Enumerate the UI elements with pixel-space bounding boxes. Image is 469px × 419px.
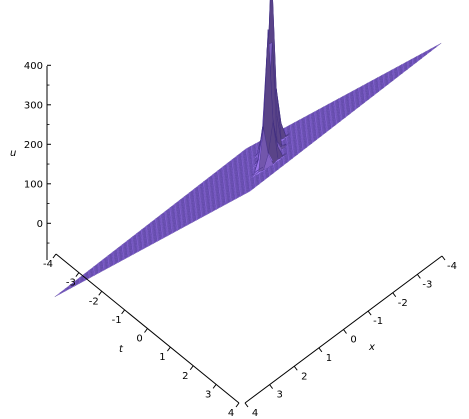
t-tick-mark (212, 384, 217, 389)
x-tick-label: -1 (373, 316, 383, 327)
t-tick-mark (52, 253, 57, 259)
t-tick-label: 4 (228, 408, 234, 419)
x-tick-label: 2 (301, 371, 307, 382)
u-tick-label: 400 (24, 61, 43, 72)
t-tick-label: 2 (182, 371, 188, 382)
surface-cell (54, 290, 65, 297)
t-tick-label: -4 (43, 259, 53, 270)
t-tick-mark (166, 346, 171, 352)
t-tick-mark (121, 309, 126, 315)
x-tick-label: 4 (252, 408, 258, 419)
t-tick-mark (144, 328, 148, 333)
t-tick-label: 0 (136, 334, 142, 345)
x-tick-mark (392, 292, 397, 298)
t-tick-mark (75, 272, 80, 277)
t-tick-mark (235, 402, 240, 408)
u-tick-label: 200 (24, 140, 43, 151)
t-tick-label: 3 (205, 389, 211, 400)
x-tick-mark (318, 347, 323, 353)
x-tick-mark (244, 402, 249, 408)
t-tick-label: -1 (112, 315, 122, 326)
x-tick-mark (367, 310, 372, 316)
x-axis-label: x (368, 342, 375, 353)
u-tick-label: 100 (24, 179, 43, 190)
t-tick-mark (98, 290, 103, 296)
x-tick-label: 3 (276, 390, 282, 401)
x-tick-label: -3 (422, 279, 432, 290)
u-tick-label: 0 (37, 219, 43, 230)
t-axis-label: t (119, 344, 124, 355)
axes: 0 100 200 300 400 u -4 -3 -2 -1 0 1 2 3 4 t -4 -3 -2 -1 0 1 2 3… (10, 61, 457, 419)
t-tick-label: -3 (66, 278, 76, 289)
t-tick-label: -2 (89, 296, 99, 307)
x-tick-label: 0 (350, 335, 356, 346)
t-tick-label: 1 (159, 352, 165, 363)
x-tick-mark (441, 255, 446, 261)
x-tick-mark (269, 384, 274, 389)
x-tick-label: -4 (447, 261, 457, 272)
x-tick-label: 1 (326, 353, 332, 364)
x-tick-mark (293, 365, 298, 371)
u-tick-label: 300 (24, 100, 43, 111)
u-axis-label: u (10, 148, 16, 159)
x-tick-mark (416, 274, 421, 279)
x-tick-mark (343, 329, 347, 334)
surface-mesh (54, 0, 442, 297)
x-tick-label: -2 (398, 298, 408, 309)
t-tick-mark (189, 365, 194, 371)
surface-cell (272, 0, 282, 124)
